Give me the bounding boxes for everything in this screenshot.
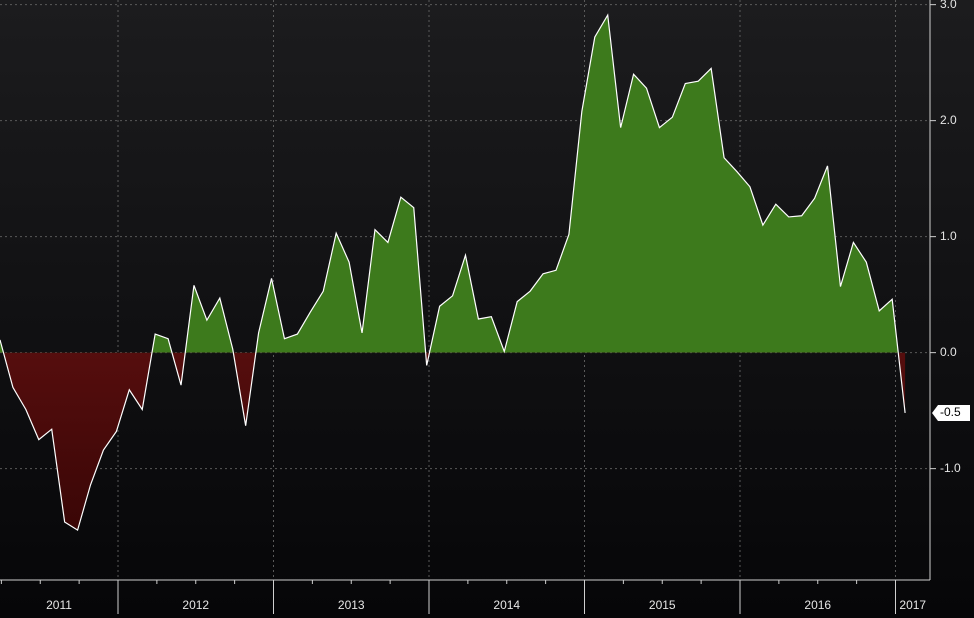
line [0, 13, 906, 532]
x-tick-label: 2013 [338, 598, 365, 612]
area-negative [3, 352, 906, 531]
area-positive [0, 15, 906, 353]
y-tick-label: 1.0 [940, 229, 957, 243]
y-tick-label: 0.0 [940, 345, 957, 359]
value-label: -0.5 [940, 405, 961, 419]
y-tick-label: -1.0 [940, 461, 961, 475]
x-tick-label: 2011 [46, 598, 72, 612]
y-tick-label: 3.0 [940, 0, 957, 11]
x-tick-label: 2014 [493, 598, 520, 612]
value-label-box [932, 404, 970, 421]
x-tick-label: 2016 [804, 598, 831, 612]
x-tick-label: 2017 [899, 598, 926, 612]
x-tick-label: 2012 [182, 598, 209, 612]
y-tick-label: 2.0 [940, 113, 957, 127]
x-tick-label: 2015 [649, 598, 676, 612]
